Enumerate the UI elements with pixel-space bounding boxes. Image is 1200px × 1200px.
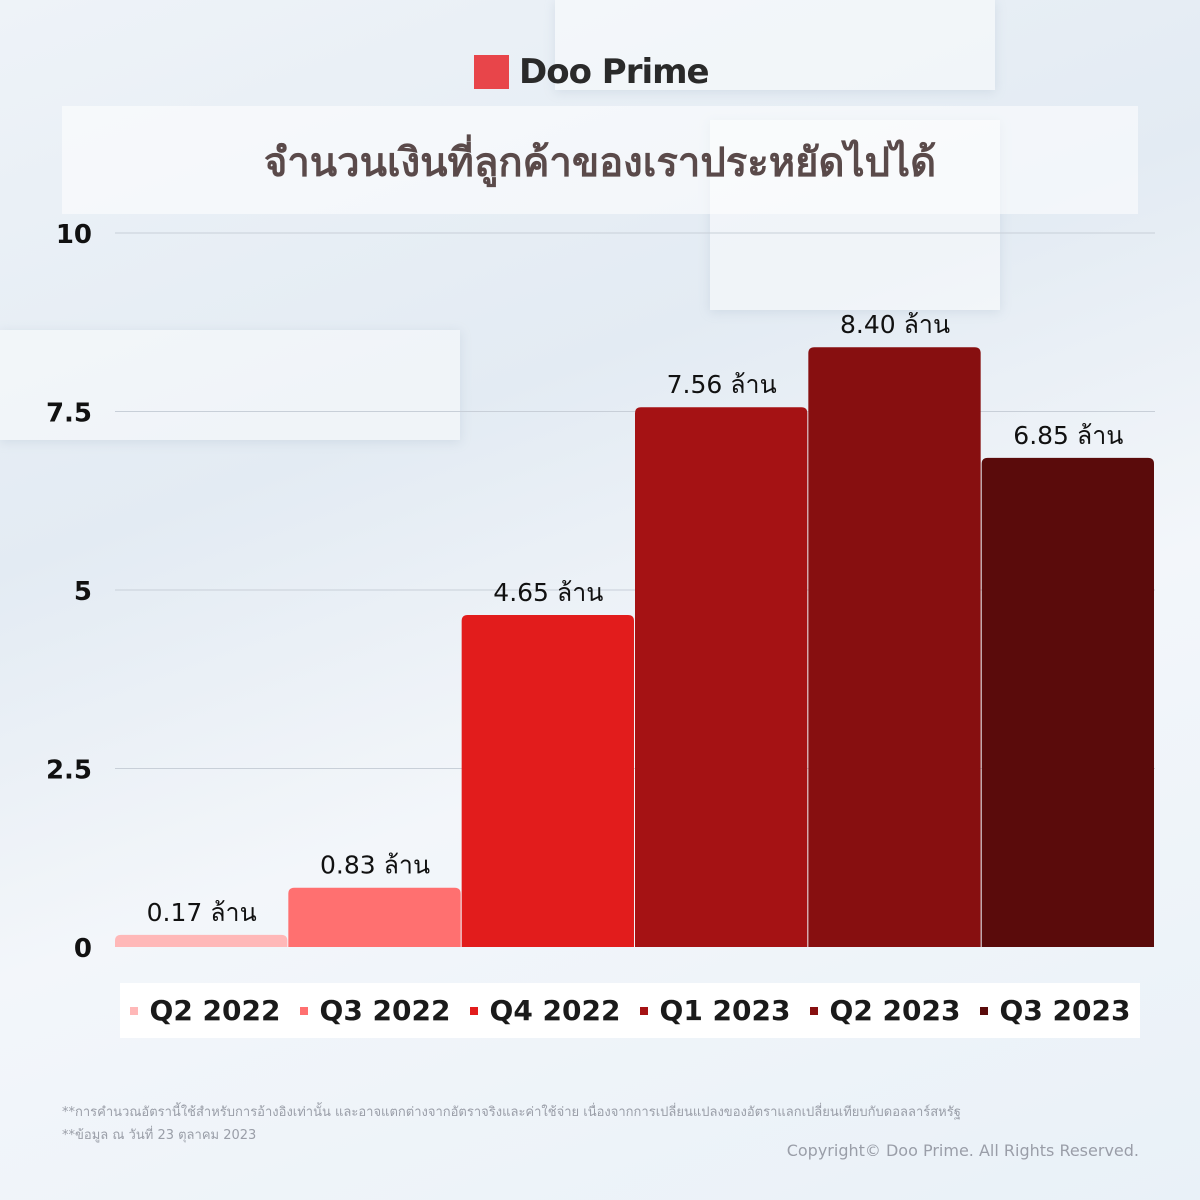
- data-label: 0.17 ล้าน: [147, 898, 257, 927]
- legend-swatch: [469, 1006, 478, 1015]
- data-label: 6.85 ล้าน: [1013, 421, 1123, 450]
- y-tick-label: 7.5: [46, 399, 92, 429]
- legend-item: Q1 2023: [639, 994, 791, 1027]
- title-bar: [62, 106, 1138, 214]
- copyright: Copyright© Doo Prime. All Rights Reserve…: [786, 1141, 1139, 1160]
- legend-label: Q1 2023: [659, 994, 791, 1027]
- y-tick-label: 0: [74, 934, 92, 964]
- y-tick-label: 10: [56, 220, 92, 250]
- legend-item: Q3 2023: [979, 994, 1131, 1027]
- legend-item: Q2 2022: [129, 994, 281, 1027]
- legend-label: Q3 2022: [319, 994, 451, 1027]
- bar: [115, 934, 288, 947]
- bar: [808, 347, 981, 947]
- brand-name: Doo Prime: [519, 52, 710, 92]
- bar: [461, 614, 634, 947]
- legend-item: Q3 2022: [299, 994, 451, 1027]
- bar: [981, 457, 1154, 947]
- legend-swatch: [299, 1006, 308, 1015]
- legend-label: Q3 2023: [999, 994, 1131, 1027]
- bg-panel: [555, 0, 995, 90]
- bar: [288, 887, 461, 947]
- legend-label: Q2 2023: [829, 994, 961, 1027]
- legend-item: Q2 2023: [809, 994, 961, 1027]
- data-label: 7.56 ล้าน: [667, 370, 777, 399]
- legend-swatch: [809, 1006, 818, 1015]
- legend-label: Q4 2022: [489, 994, 621, 1027]
- doo-prime-logo-icon: [474, 55, 509, 89]
- legend-label: Q2 2022: [149, 994, 281, 1027]
- legend-item: Q4 2022: [469, 994, 621, 1027]
- footnote-1: **การคำนวณอัตรานี้ใช้สำหรับการอ้างอิงเท่…: [62, 1105, 961, 1120]
- bar: [635, 407, 808, 947]
- legend-swatch: [979, 1006, 988, 1015]
- data-label: 0.83 ล้าน: [320, 851, 430, 880]
- chart-title: จำนวนเงินที่ลูกค้าของเราประหยัดไปได้: [263, 140, 937, 186]
- bg-panel: [0, 330, 460, 440]
- legend-swatch: [129, 1006, 138, 1015]
- legend-swatch: [639, 1006, 648, 1015]
- logo: Doo Prime: [474, 52, 710, 92]
- data-label: 4.65 ล้าน: [493, 578, 603, 607]
- y-tick-label: 2.5: [46, 756, 92, 786]
- footnote-2: **ข้อมูล ณ วันที่ 23 ตุลาคม 2023: [62, 1128, 257, 1143]
- y-tick-label: 5: [74, 577, 92, 607]
- legend: Q2 2022 Q3 2022 Q4 2022 Q1 2023 Q2 2023 Q3 20…: [120, 983, 1140, 1038]
- data-label: 8.40 ล้าน: [840, 310, 950, 339]
